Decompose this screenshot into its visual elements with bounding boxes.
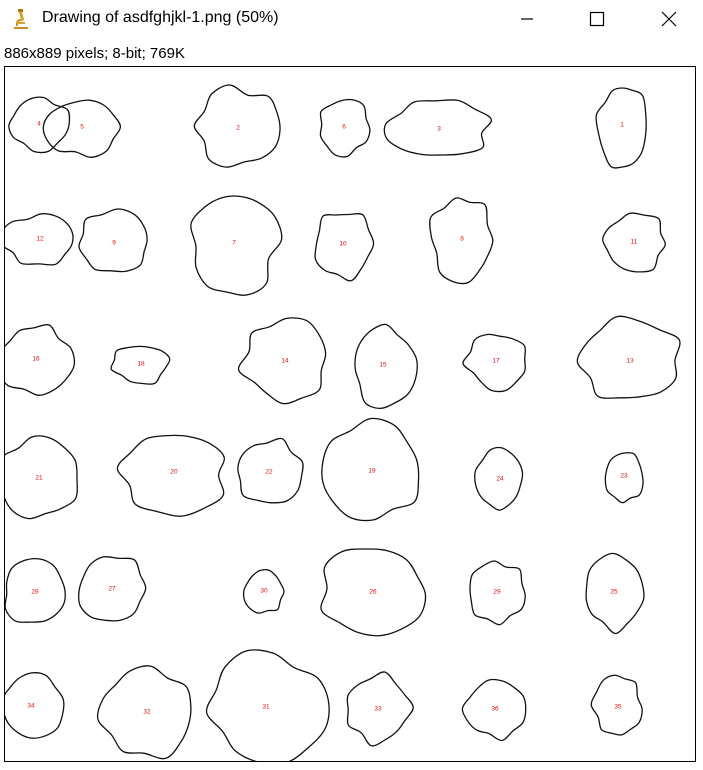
particle-label-34: 34: [27, 703, 35, 710]
particle-outline-10: [314, 213, 375, 282]
particle-outline-29: [469, 560, 526, 626]
particle-label-16: 16: [32, 356, 40, 363]
particle-outline-28: [5, 558, 66, 623]
particle-outline-18: [110, 345, 171, 385]
particle-outline-20: [116, 434, 225, 517]
particle-label-7: 7: [232, 240, 236, 247]
particle-outline-36: [461, 678, 527, 742]
particle-label-27: 27: [108, 586, 116, 593]
particle-label-18: 18: [137, 361, 145, 368]
microscope-icon: [12, 8, 32, 30]
particle-label-29: 29: [493, 589, 501, 596]
particle-outline-15: [354, 323, 418, 410]
particle-outline-6: [319, 98, 371, 158]
particle-outline-8: [429, 197, 494, 285]
particle-label-31: 31: [262, 704, 270, 711]
image-info-text: 886x889 pixels; 8-bit; 769K: [4, 45, 185, 62]
particle-outline-31: [205, 649, 330, 761]
particle-outline-30: [242, 569, 285, 614]
particle-label-36: 36: [491, 706, 499, 713]
particle-outline-32: [96, 665, 192, 760]
particle-outline-25: [585, 552, 645, 635]
particle-label-5: 5: [80, 124, 84, 131]
particle-outline-12: [5, 213, 74, 266]
particle-outline-23: [604, 452, 644, 504]
particle-outline-26: [320, 548, 427, 637]
particle-outline-1: [595, 87, 647, 169]
particle-label-11: 11: [631, 239, 638, 246]
particle-outline-4: [8, 96, 71, 154]
particle-label-26: 26: [369, 589, 377, 596]
particle-label-8: 8: [460, 236, 464, 243]
particle-label-17: 17: [492, 358, 500, 365]
particle-label-35: 35: [614, 704, 622, 711]
particle-label-3: 3: [437, 126, 441, 133]
particle-label-21: 21: [35, 475, 43, 482]
maximize-icon: [589, 11, 605, 27]
particle-label-14: 14: [281, 358, 289, 365]
particle-label-30: 30: [260, 588, 268, 595]
particle-outline-16: [5, 324, 76, 396]
particle-label-15: 15: [379, 362, 387, 369]
particle-label-22: 22: [265, 469, 273, 476]
particle-outline-5: [42, 99, 122, 158]
particle-label-24: 24: [496, 476, 504, 483]
particle-label-2: 2: [236, 125, 240, 132]
particle-label-6: 6: [342, 124, 346, 131]
close-icon: [661, 11, 677, 27]
particle-outline-22: [237, 437, 304, 504]
minimize-button[interactable]: [504, 0, 550, 38]
particle-label-12: 12: [36, 236, 44, 243]
particle-label-25: 25: [610, 589, 618, 596]
particle-outline-35: [590, 674, 643, 736]
particle-outline-17: [462, 333, 527, 393]
particle-outline-34: [5, 672, 65, 739]
particle-label-28: 28: [31, 589, 39, 596]
particle-label-10: 10: [339, 241, 347, 248]
image-canvas[interactable]: 4 5 2 6 3 1 12 9 7 10 8 11 16 18 14 15 17 13 21 20 22 19 24 23 2…: [4, 66, 696, 762]
particle-label-33: 33: [374, 706, 382, 713]
particle-outline-13: [576, 315, 681, 399]
particle-label-9: 9: [112, 240, 116, 247]
title-bar[interactable]: Drawing of asdfghjkl-1.png (50%): [0, 0, 703, 40]
particle-label-20: 20: [170, 469, 178, 476]
particle-outline-33: [346, 671, 414, 747]
particle-outline-9: [78, 208, 148, 273]
particle-label-1: 1: [620, 122, 624, 129]
particle-label-19: 19: [368, 468, 376, 475]
particle-label-23: 23: [620, 473, 628, 480]
window-title: Drawing of asdfghjkl-1.png (50%): [42, 9, 279, 26]
particle-label-32: 32: [143, 709, 151, 716]
particle-label-13: 13: [626, 358, 634, 365]
particle-outline-14: [237, 317, 327, 405]
particle-outline-19: [321, 417, 420, 522]
particle-outline-7: [190, 195, 283, 296]
particle-outline-2: [193, 84, 281, 168]
close-button[interactable]: [646, 0, 692, 38]
particle-outline-24: [474, 446, 524, 511]
particle-outline-27: [78, 555, 147, 622]
minimize-icon: [521, 18, 533, 20]
particle-outline-21: [5, 435, 78, 520]
particle-outline-3: [383, 99, 492, 156]
particle-outline-11: [602, 212, 666, 273]
maximize-button[interactable]: [574, 0, 620, 38]
particle-label-4: 4: [37, 121, 41, 128]
